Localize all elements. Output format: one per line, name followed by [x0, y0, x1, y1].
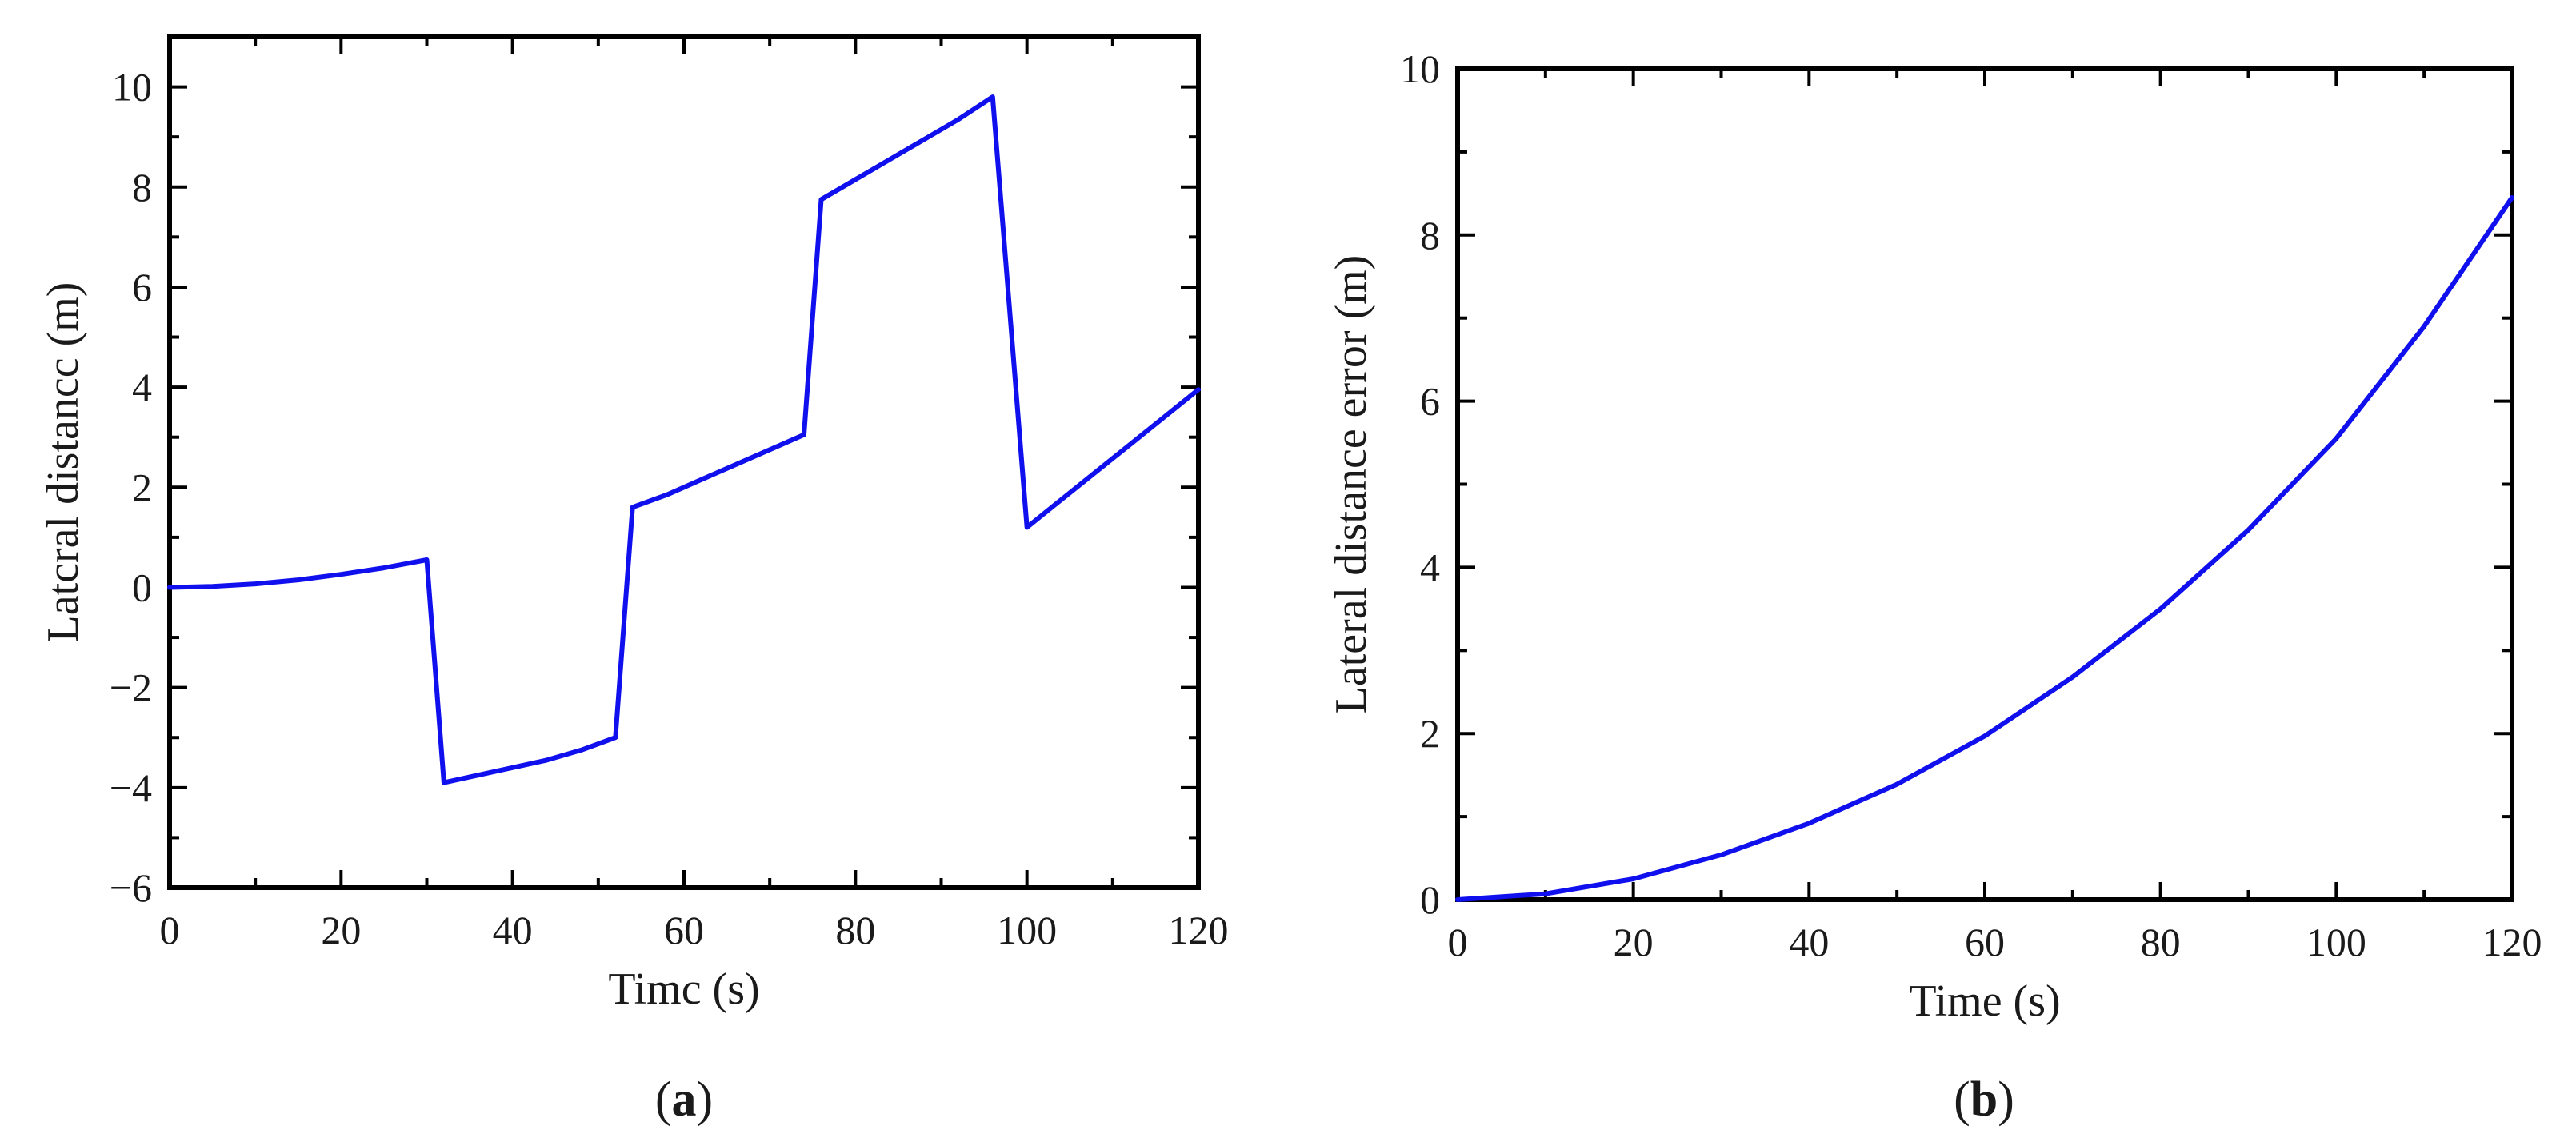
- a-x-tick-label: 120: [1169, 908, 1229, 952]
- a-series-line: [167, 94, 1201, 785]
- a-x-tick-label: 80: [835, 908, 875, 952]
- a-x-tick-label: 0: [160, 908, 180, 952]
- b-x-tick-label: 80: [2141, 920, 2181, 964]
- a-y-tick-label: −4: [110, 765, 152, 810]
- a-x-tick-label: 100: [997, 908, 1057, 952]
- a-x-tick-label: 60: [664, 908, 704, 952]
- b-y-tick-label: 4: [1420, 545, 1440, 589]
- b-x-tick-label: 20: [1614, 920, 1654, 964]
- b-y-tick-label: 6: [1420, 379, 1440, 424]
- a-y-tick-label: 8: [132, 165, 152, 210]
- a-x-axis-title: Timc (s): [608, 964, 759, 1014]
- b-plot-frame: [1455, 66, 2514, 902]
- chart-b: 0 20 40 60 80 100 120 0 2 4 6 8 10 Time (s) Lateral di…: [1326, 46, 2542, 1127]
- a-y-tick-label: 6: [132, 265, 152, 309]
- a-plot-frame: [167, 34, 1201, 890]
- b-y-axis-title: Lateral distance error (m): [1326, 255, 1376, 714]
- b-x-tick-label: 120: [2482, 920, 2542, 964]
- b-x-tick-label: 60: [1965, 920, 2005, 964]
- b-x-tick-label: 40: [1789, 920, 1829, 964]
- b-series-line: [1455, 195, 2514, 902]
- b-panel-label: (b): [1954, 1072, 2014, 1127]
- chart-a: 0 20 40 60 80 100 120 −6 −4 −2 0 2 4 6 8 10 Timc (s) Latc…: [38, 34, 1229, 1127]
- b-x-tick-label: 100: [2306, 920, 2366, 964]
- b-y-tick-label: 2: [1420, 711, 1440, 756]
- a-x-tick-label: 40: [493, 908, 533, 952]
- a-y-tick-label: 2: [132, 465, 152, 509]
- b-x-tick-label: 0: [1448, 920, 1468, 964]
- a-x-tick-label: 20: [321, 908, 361, 952]
- a-y-axis-title: Latcral distancc (m): [38, 282, 88, 643]
- b-y-tick-label: 10: [1400, 46, 1440, 91]
- b-y-tick-label: 0: [1420, 877, 1440, 922]
- a-panel-label: (a): [655, 1072, 713, 1127]
- a-y-tick-label: −6: [110, 865, 152, 910]
- b-y-tick-label: 8: [1420, 213, 1440, 258]
- a-y-tick-label: 0: [132, 565, 152, 609]
- b-x-axis-title: Time (s): [1909, 976, 2060, 1026]
- a-y-tick-label: −2: [110, 665, 152, 710]
- a-y-tick-label: 4: [132, 365, 152, 409]
- a-y-tick-label: 10: [112, 65, 152, 110]
